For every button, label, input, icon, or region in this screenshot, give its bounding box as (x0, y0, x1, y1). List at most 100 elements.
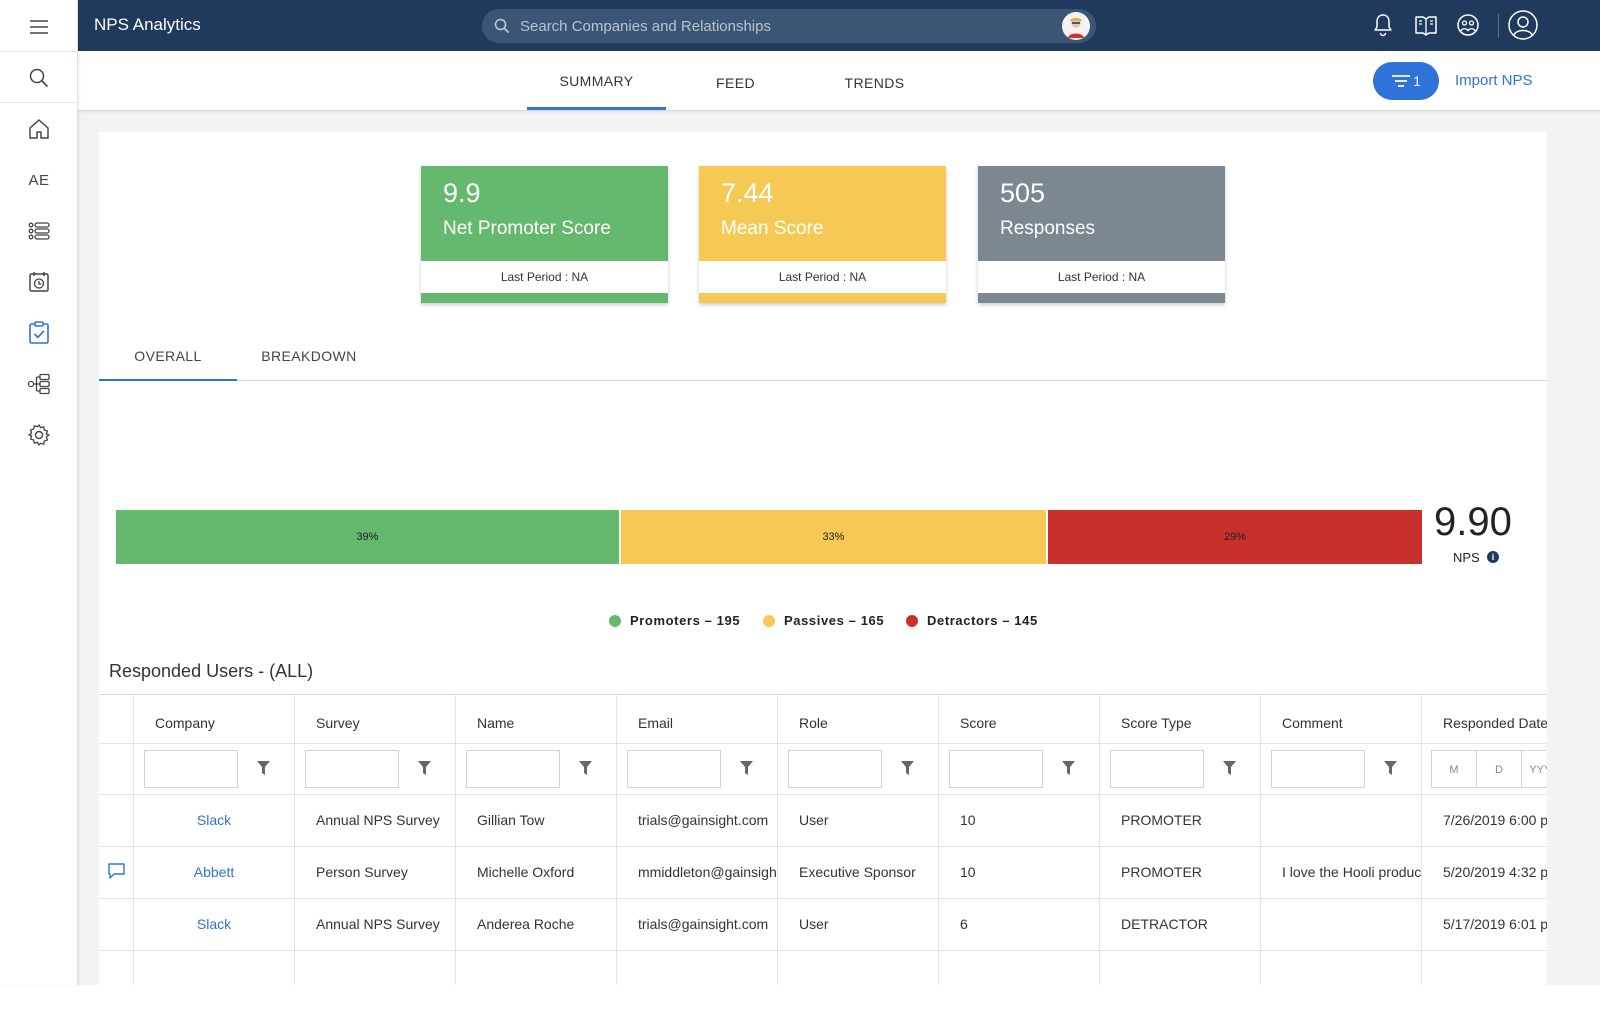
view-tabs: OVERALL BREAKDOWN (99, 334, 1547, 381)
table-row[interactable]: Slack Annual NPS Survey Gillian Tow tria… (99, 795, 1547, 847)
kpi-nps-last-period: Last Period : NA (421, 261, 668, 293)
tab-feed[interactable]: FEED (716, 75, 755, 91)
avatar[interactable] (1062, 12, 1090, 40)
global-search-input[interactable]: Search Companies and Relationships (482, 9, 1096, 43)
comment-icon[interactable] (108, 863, 125, 879)
empty-cell (939, 951, 1100, 985)
column-header-score[interactable]: Score (939, 695, 1100, 743)
company-filter-input[interactable] (144, 750, 238, 788)
legend-dot-passives (763, 614, 775, 627)
import-nps-link[interactable]: Import NPS (1455, 72, 1533, 89)
list-icon (28, 222, 50, 240)
row-icon-cell (99, 847, 134, 898)
settings-nav-button[interactable] (0, 410, 78, 460)
filter-cell-email (617, 744, 778, 794)
column-header-responded-date[interactable]: Responded Date (1422, 695, 1547, 743)
column-header-comment[interactable]: Comment (1261, 695, 1422, 743)
kpi-card-nps: 9.9 Net Promoter Score Last Period : NA (421, 166, 668, 303)
column-header-name[interactable]: Name (456, 695, 617, 743)
filter-button[interactable]: 1 (1373, 62, 1439, 100)
email-cell: mmiddleton@gainsight.com (617, 847, 778, 898)
book-icon[interactable] (1414, 13, 1438, 37)
hierarchy-icon (27, 373, 50, 395)
tab-overall[interactable]: OVERALL (99, 334, 237, 381)
detractors-segment: 29% (1046, 510, 1422, 564)
company-link[interactable]: Slack (134, 899, 295, 950)
funnel-icon[interactable] (1062, 761, 1075, 775)
column-header-role[interactable]: Role (778, 695, 939, 743)
top-header: NPS Analytics Search Companies and Relat… (78, 0, 1600, 51)
kpi-responses-label: Responses (1000, 218, 1096, 239)
tab-breakdown[interactable]: BREAKDOWN (261, 348, 357, 364)
funnel-icon[interactable] (257, 761, 270, 775)
ae-nav-button[interactable]: AE (0, 155, 78, 205)
search-nav-button[interactable] (0, 53, 78, 103)
legend-dot-detractors (906, 614, 918, 627)
kpi-responses-header: 505 Responses (978, 166, 1225, 261)
empty-cell (1261, 951, 1422, 985)
filter-lines-icon (1392, 75, 1411, 87)
comment-cell (1261, 899, 1422, 950)
kpi-card-mean: 7.44 Mean Score Last Period : NA (699, 166, 946, 303)
company-link[interactable]: Abbett (134, 847, 295, 898)
kpi-mean-label: Mean Score (721, 218, 824, 239)
menu-button[interactable] (0, 2, 78, 52)
responded-date-cell: 7/26/2019 6:00 pm (1422, 795, 1547, 846)
score-type-filter-input[interactable] (1110, 750, 1204, 788)
score-cell: 6 (939, 899, 1100, 950)
funnel-icon[interactable] (901, 761, 914, 775)
filter-cell-date: M D YYYY (1422, 744, 1547, 794)
funnel-icon[interactable] (740, 761, 753, 775)
funnel-icon[interactable] (579, 761, 592, 775)
timeline-nav-button[interactable] (0, 257, 78, 307)
date-filter-year[interactable]: YYYY (1521, 750, 1547, 788)
empty-cell (1100, 951, 1261, 985)
score-filter-input[interactable] (949, 750, 1043, 788)
surveys-nav-button[interactable] (0, 308, 78, 358)
column-header-company[interactable]: Company (134, 695, 295, 743)
home-nav-button[interactable] (0, 104, 78, 154)
kpi-nps-value: 9.9 (443, 178, 481, 208)
column-header-score-type[interactable]: Score Type (1100, 695, 1261, 743)
user-profile-icon[interactable] (1508, 10, 1538, 40)
comment-filter-input[interactable] (1271, 750, 1365, 788)
tab-trends[interactable]: TRENDS (844, 75, 905, 91)
filter-cell-score (939, 744, 1100, 794)
table-row-partial (99, 951, 1547, 985)
date-filter-month[interactable]: M (1431, 750, 1477, 788)
survey-cell: Person Survey (295, 847, 456, 898)
info-icon[interactable]: i (1487, 551, 1499, 563)
bell-icon[interactable] (1372, 13, 1394, 37)
header-divider (1498, 14, 1499, 38)
role-filter-input[interactable] (788, 750, 882, 788)
column-header-email[interactable]: Email (617, 695, 778, 743)
user-avatar-icon (1062, 12, 1090, 40)
survey-filter-input[interactable] (305, 750, 399, 788)
comment-cell (1261, 795, 1422, 846)
filter-cell-role (778, 744, 939, 794)
name-filter-input[interactable] (466, 750, 560, 788)
filter-cell-empty (99, 744, 134, 794)
sub-navigation: SUMMARY FEED TRENDS 1 Import NPS (78, 51, 1600, 111)
empty-cell (134, 951, 295, 985)
help-community-icon[interactable] (1456, 13, 1480, 37)
funnel-icon[interactable] (418, 761, 431, 775)
nps-score-value: 9.90 (1434, 500, 1512, 544)
date-filter-day[interactable]: D (1476, 750, 1522, 788)
table-row[interactable]: Slack Annual NPS Survey Anderea Roche tr… (99, 899, 1547, 951)
left-sidebar: AE (0, 0, 78, 985)
funnel-icon[interactable] (1384, 761, 1397, 775)
email-filter-input[interactable] (627, 750, 721, 788)
funnel-icon[interactable] (1223, 761, 1236, 775)
empty-cell (456, 951, 617, 985)
table-row[interactable]: Abbett Person Survey Michelle Oxford mmi… (99, 847, 1547, 899)
survey-cell: Annual NPS Survey (295, 899, 456, 950)
list-nav-button[interactable] (0, 206, 78, 256)
kpi-card-responses: 505 Responses Last Period : NA (978, 166, 1225, 303)
company-link[interactable]: Slack (134, 795, 295, 846)
tab-summary[interactable]: SUMMARY (527, 51, 666, 110)
table-title: Responded Users - (ALL) (109, 661, 314, 681)
column-header-survey[interactable]: Survey (295, 695, 456, 743)
hierarchy-nav-button[interactable] (0, 359, 78, 409)
name-cell: Anderea Roche (456, 899, 617, 950)
